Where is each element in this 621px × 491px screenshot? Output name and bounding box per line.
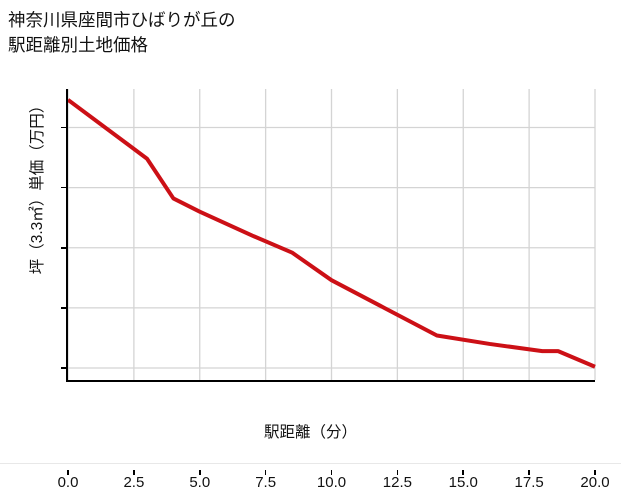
x-tick-label: 15.0 [448,474,478,491]
x-tick-label: 20.0 [580,474,610,491]
chart-title: 神奈川県座間市ひばりが丘の 駅距離別土地価格 [8,10,236,55]
x-axis-spine [66,380,595,382]
x-tick-label: 7.5 [255,474,277,491]
x-tick-mark [264,470,267,475]
x-tick-label: 5.0 [189,474,211,491]
x-tick-label: 17.5 [514,474,544,491]
x-tick-label: 12.5 [382,474,412,491]
data-line-series [66,98,596,369]
chart-figure: 神奈川県座間市ひばりが丘の 駅距離別土地価格 5560657075 0.02.5… [0,10,621,491]
x-tick-mark [198,470,201,475]
x-tick-mark [594,470,596,475]
x-tick-label: 0.0 [57,474,79,491]
grid-lines [67,89,596,380]
y-tick-mark [61,126,66,129]
x-tick-label: 10.0 [316,474,347,491]
x-axis-label: 駅距離（分） [263,424,357,441]
y-tick-mark [61,186,66,189]
x-tick-mark [528,470,530,475]
figure-bottom-rule [0,463,621,464]
x-tick-label: 2.5 [123,474,145,491]
y-axis-spine [66,89,68,381]
x-tick-mark [396,470,399,475]
plot-area: 5560657075 0.02.55.07.510.012.515.017.52… [58,89,610,491]
x-tick-mark [67,470,69,475]
y-axis-label: 坪（3.3㎡）単価（万円） [29,97,46,275]
x-tick-mark [462,470,465,475]
y-tick-mark [61,246,66,249]
y-tick-mark [61,367,66,369]
x-tick-mark [133,470,135,475]
x-tick-mark [330,470,333,475]
y-tick-mark [61,307,66,309]
